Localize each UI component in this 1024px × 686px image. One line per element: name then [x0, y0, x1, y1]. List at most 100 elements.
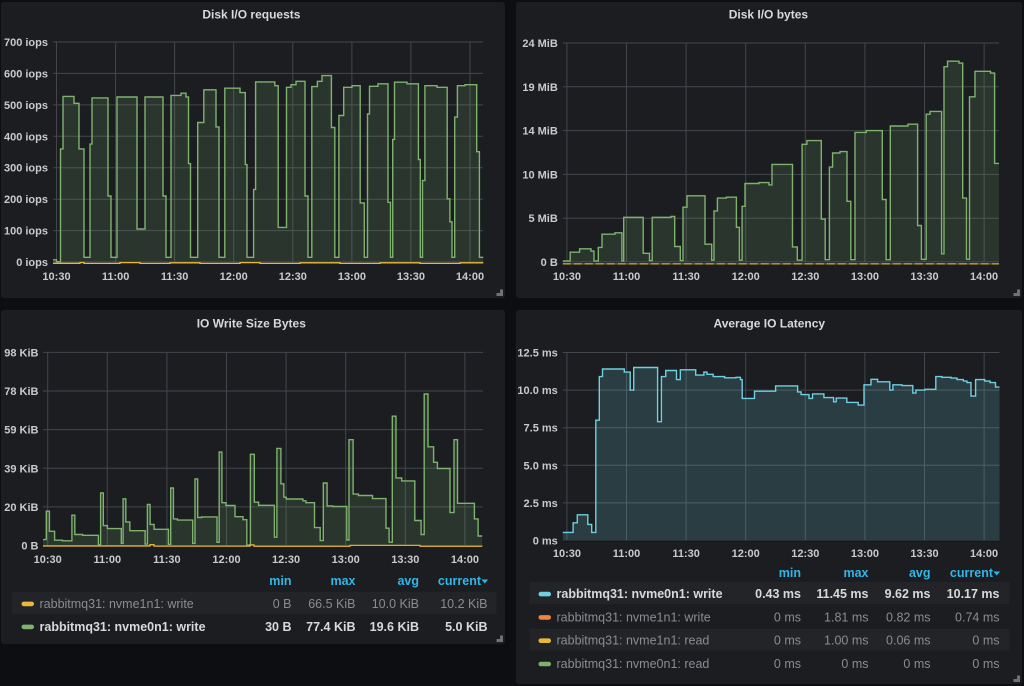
svg-text:0.74 ms: 0.74 ms: [955, 610, 999, 624]
svg-text:0.43 ms: 0.43 ms: [755, 587, 801, 601]
svg-text:12.5 ms: 12.5 ms: [517, 348, 557, 360]
svg-text:0 ms: 0 ms: [774, 634, 801, 648]
svg-text:max: max: [843, 566, 868, 580]
svg-text:min: min: [779, 566, 801, 580]
svg-text:current: current: [438, 574, 482, 588]
svg-text:12:30: 12:30: [791, 548, 819, 560]
svg-text:9.62 ms: 9.62 ms: [885, 587, 931, 601]
svg-text:Average IO Latency: Average IO Latency: [713, 317, 825, 331]
svg-text:13:30: 13:30: [391, 554, 419, 566]
svg-text:10.0 ms: 10.0 ms: [517, 385, 557, 397]
svg-text:20 KiB: 20 KiB: [4, 502, 38, 514]
svg-text:0 B: 0 B: [541, 257, 558, 269]
svg-text:11:30: 11:30: [161, 271, 189, 283]
svg-text:400 iops: 400 iops: [4, 131, 48, 143]
svg-text:10.2 KiB: 10.2 KiB: [440, 597, 487, 611]
svg-text:13:30: 13:30: [397, 271, 425, 283]
svg-text:24 MiB: 24 MiB: [522, 38, 558, 50]
svg-text:10.17 ms: 10.17 ms: [947, 587, 1000, 601]
svg-text:0 ms: 0 ms: [972, 657, 999, 671]
svg-text:10:30: 10:30: [42, 271, 70, 283]
svg-text:30 B: 30 B: [265, 620, 291, 634]
svg-text:2.5 ms: 2.5 ms: [524, 498, 558, 510]
svg-text:13:00: 13:00: [332, 554, 360, 566]
svg-text:0 B: 0 B: [21, 541, 38, 553]
svg-text:10:30: 10:30: [553, 271, 581, 283]
svg-text:39 KiB: 39 KiB: [4, 463, 38, 475]
svg-text:max: max: [330, 574, 355, 588]
svg-text:7.5 ms: 7.5 ms: [524, 423, 558, 435]
svg-text:13:30: 13:30: [910, 271, 938, 283]
svg-text:rabbitmq31: nvme1n1: write: rabbitmq31: nvme1n1: write: [557, 610, 711, 624]
svg-text:13:00: 13:00: [338, 271, 366, 283]
svg-text:12:00: 12:00: [732, 271, 760, 283]
svg-text:14 MiB: 14 MiB: [522, 126, 558, 138]
svg-text:11:00: 11:00: [94, 554, 122, 566]
svg-text:12:30: 12:30: [791, 271, 819, 283]
svg-text:IO Write Size Bytes: IO Write Size Bytes: [197, 317, 306, 331]
svg-text:1.81 ms: 1.81 ms: [824, 610, 868, 624]
svg-text:14:00: 14:00: [970, 548, 998, 560]
svg-text:rabbitmq31: nvme0n1: write: rabbitmq31: nvme0n1: write: [557, 587, 723, 601]
svg-text:600 iops: 600 iops: [4, 68, 48, 80]
svg-text:current: current: [950, 566, 994, 580]
svg-text:avg: avg: [397, 574, 419, 588]
svg-text:12:00: 12:00: [732, 548, 760, 560]
svg-text:11:00: 11:00: [613, 271, 641, 283]
svg-text:14:00: 14:00: [451, 554, 479, 566]
svg-text:rabbitmq31: nvme1n1: write: rabbitmq31: nvme1n1: write: [40, 597, 194, 611]
svg-text:0.82 ms: 0.82 ms: [886, 610, 930, 624]
svg-text:0 ms: 0 ms: [841, 657, 868, 671]
svg-text:0 ms: 0 ms: [903, 657, 930, 671]
svg-text:14:00: 14:00: [970, 271, 998, 283]
svg-text:10 MiB: 10 MiB: [522, 169, 558, 181]
svg-text:10:30: 10:30: [553, 548, 581, 560]
svg-text:78 KiB: 78 KiB: [4, 386, 38, 398]
svg-text:0 ms: 0 ms: [972, 634, 999, 648]
svg-text:0.06 ms: 0.06 ms: [886, 634, 930, 648]
svg-text:rabbitmq31: nvme0n1: read: rabbitmq31: nvme0n1: read: [557, 657, 710, 671]
svg-text:11:30: 11:30: [672, 271, 700, 283]
svg-text:13:30: 13:30: [910, 548, 938, 560]
svg-text:12:00: 12:00: [212, 554, 240, 566]
svg-text:10.0 KiB: 10.0 KiB: [372, 597, 419, 611]
svg-text:13:00: 13:00: [851, 548, 879, 560]
svg-text:12:30: 12:30: [279, 271, 307, 283]
svg-text:5.0 KiB: 5.0 KiB: [445, 620, 487, 634]
svg-text:0 B: 0 B: [273, 597, 292, 611]
svg-text:0 iops: 0 iops: [16, 257, 48, 269]
svg-text:11:30: 11:30: [153, 554, 181, 566]
svg-text:700 iops: 700 iops: [4, 37, 48, 49]
svg-text:200 iops: 200 iops: [4, 194, 48, 206]
svg-text:5.0 ms: 5.0 ms: [524, 460, 558, 472]
svg-text:98 KiB: 98 KiB: [4, 347, 38, 359]
svg-text:11:00: 11:00: [102, 271, 130, 283]
svg-text:min: min: [269, 574, 291, 588]
svg-text:59 KiB: 59 KiB: [4, 425, 38, 437]
svg-text:11:30: 11:30: [672, 548, 700, 560]
svg-text:0 ms: 0 ms: [774, 610, 801, 624]
svg-text:19.6 KiB: 19.6 KiB: [370, 620, 419, 634]
svg-text:Disk I/O bytes: Disk I/O bytes: [729, 8, 809, 22]
svg-text:5 MiB: 5 MiB: [528, 213, 557, 225]
svg-text:500 iops: 500 iops: [4, 100, 48, 112]
svg-text:11:00: 11:00: [613, 548, 641, 560]
svg-text:19 MiB: 19 MiB: [522, 82, 558, 94]
svg-text:avg: avg: [909, 566, 931, 580]
svg-text:300 iops: 300 iops: [4, 163, 48, 175]
svg-text:77.4 KiB: 77.4 KiB: [306, 620, 355, 634]
svg-text:0 ms: 0 ms: [774, 657, 801, 671]
svg-text:66.5 KiB: 66.5 KiB: [308, 597, 355, 611]
svg-text:rabbitmq31: nvme0n1: write: rabbitmq31: nvme0n1: write: [40, 620, 206, 634]
svg-text:11.45 ms: 11.45 ms: [816, 587, 868, 601]
svg-text:14:00: 14:00: [456, 271, 484, 283]
svg-text:12:30: 12:30: [272, 554, 300, 566]
svg-text:100 iops: 100 iops: [4, 226, 48, 238]
svg-text:Disk I/O requests: Disk I/O requests: [202, 8, 300, 22]
svg-text:rabbitmq31: nvme1n1: read: rabbitmq31: nvme1n1: read: [557, 634, 710, 648]
svg-text:10:30: 10:30: [34, 554, 62, 566]
svg-text:13:00: 13:00: [851, 271, 879, 283]
svg-text:1.00 ms: 1.00 ms: [824, 634, 868, 648]
svg-text:12:00: 12:00: [220, 271, 248, 283]
svg-text:0 ms: 0 ms: [533, 536, 558, 548]
